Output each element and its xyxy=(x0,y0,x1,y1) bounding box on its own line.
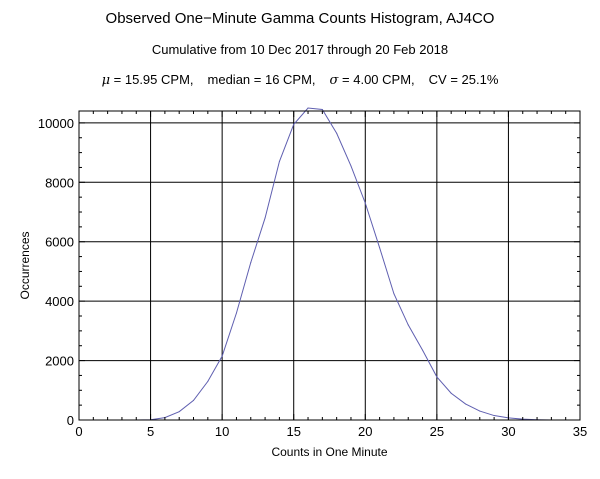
x-tick-label: 0 xyxy=(75,424,82,439)
grid xyxy=(79,111,580,420)
data-point xyxy=(307,107,309,109)
x-tick-label: 10 xyxy=(215,424,229,439)
data-point xyxy=(393,293,395,295)
y-tick-label: 4000 xyxy=(45,294,74,309)
x-tick-label: 5 xyxy=(147,424,154,439)
data-series xyxy=(78,107,552,421)
data-point xyxy=(336,132,338,134)
y-tick-label: 8000 xyxy=(45,175,74,190)
data-point xyxy=(464,403,466,405)
x-tick-label: 30 xyxy=(501,424,515,439)
data-point xyxy=(450,392,452,394)
chart-subtitle: Cumulative from 10 Dec 2017 through 20 F… xyxy=(151,42,449,57)
data-point xyxy=(493,415,495,417)
y-tick-label: 6000 xyxy=(45,235,74,250)
data-point xyxy=(293,123,295,125)
data-point xyxy=(321,109,323,111)
x-axis-title: Counts in One Minute xyxy=(271,445,387,459)
median-stat: median = 16 CPM, xyxy=(207,72,316,87)
data-point xyxy=(193,399,195,401)
data-point xyxy=(407,324,409,326)
y-tick-label: 10000 xyxy=(38,116,74,131)
data-point xyxy=(178,411,180,413)
data-point xyxy=(350,165,352,167)
data-point xyxy=(364,202,366,204)
data-point xyxy=(207,380,209,382)
series-line xyxy=(79,107,552,421)
chart-title: Observed One−Minute Gamma Counts Histogr… xyxy=(105,10,495,27)
sigma-symbol: σ xyxy=(329,73,339,88)
data-point xyxy=(250,262,252,264)
x-tick-label: 20 xyxy=(358,424,372,439)
mu-symbol: μ xyxy=(101,73,111,88)
data-point xyxy=(235,312,237,314)
x-tick-label: 15 xyxy=(286,424,300,439)
cv-stat: CV = 25.1% xyxy=(428,72,499,87)
mean-stat: = 15.95 CPM, xyxy=(110,72,194,87)
data-point xyxy=(264,217,266,219)
y-axis-title: Occurrences xyxy=(18,231,32,299)
data-point xyxy=(479,410,481,412)
data-point xyxy=(379,247,381,249)
data-point xyxy=(422,349,424,351)
y-tick-label: 0 xyxy=(67,413,74,428)
data-point xyxy=(278,161,280,163)
y-tick-label: 2000 xyxy=(45,354,74,369)
plot-frame xyxy=(78,110,581,421)
chart-stats-line: μ = 15.95 CPM, median = 16 CPM, σ = 4.00 C… xyxy=(0,72,600,88)
x-tick-label: 25 xyxy=(430,424,444,439)
axes: 0 5 10 15 20 25 30 35 0 2000 4000 6000 8000 10000 xyxy=(38,110,587,439)
data-point xyxy=(436,376,438,378)
data-point xyxy=(221,355,223,357)
stddev-stat: = 4.00 CPM, xyxy=(338,72,415,87)
x-tick-label: 35 xyxy=(573,424,587,439)
